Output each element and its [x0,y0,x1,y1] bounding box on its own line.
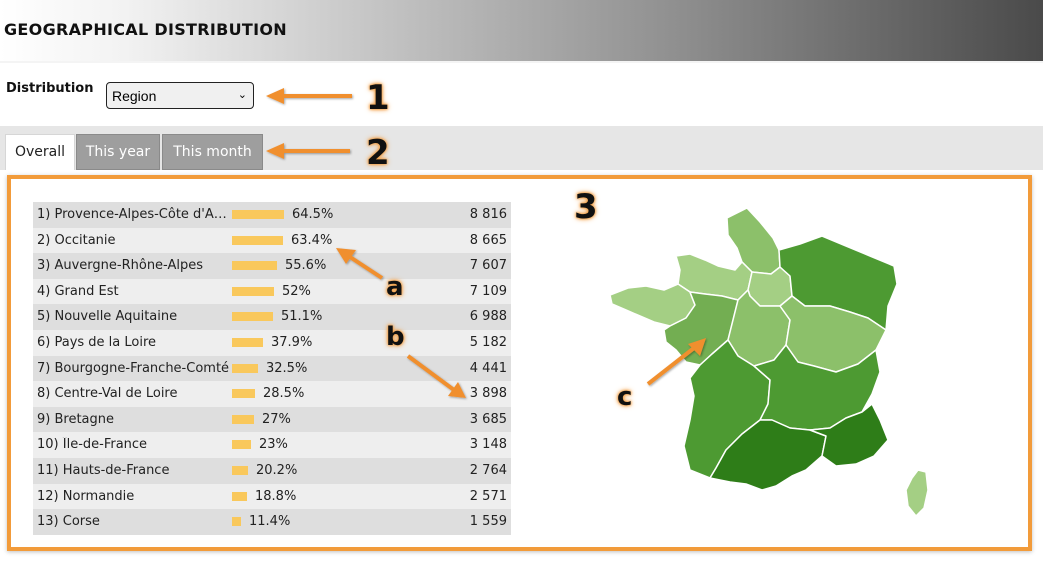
percent-bar [232,363,258,373]
percent-value: 51.1% [281,309,323,325]
table-row: 1) Provence-Alpes-Côte d'Azur 64.5% 8 816 [33,202,511,228]
distribution-select[interactable]: Region ⌄ [106,82,254,109]
table-row: 12) Normandie 18.8% 2 571 [33,483,511,510]
percent-bar [232,337,263,347]
table-row: 3) Auvergne-Rhône-Alpes 55.6% 7 607 [33,253,511,279]
callout-3: 3 [574,187,598,227]
arrow-1-head [266,88,284,104]
arrow-b [406,354,456,392]
percent-value: 55.6% [285,258,327,274]
count-value: 2 764 [469,462,507,478]
percent-value: 32.5% [266,360,308,376]
count-value: 5 182 [469,334,507,350]
count-value: 3 898 [469,386,507,402]
distribution-select-value: Region [112,88,157,104]
count-value: 8 665 [469,232,507,248]
percent-value: 27% [262,411,291,427]
arrow-c [646,346,696,386]
callout-2: 2 [366,133,390,173]
percent-bar [232,286,274,296]
count-value: 6 988 [469,309,507,325]
count-value: 1 559 [469,514,507,530]
arrow-2-head [266,143,284,159]
france-map [609,207,929,517]
percent-value: 63.4% [291,232,333,248]
percent-bar [232,517,241,527]
table-row: 6) Pays de la Loire 37.9% 5 182 [33,329,511,356]
table-row: 10) Île-de-France 23% 3 148 [33,432,511,458]
percent-value: 23% [259,437,288,453]
callout-b: b [386,322,405,352]
percent-bar [232,491,247,501]
percent-value: 20.2% [256,462,298,478]
page-header: GEOGRAPHICAL DISTRIBUTION [0,0,1043,61]
table-row: 9) Bretagne 27% 3 685 [33,406,511,433]
percent-value: 64.5% [292,207,334,222]
tab-this-month[interactable]: This month [162,134,263,170]
percent-bar [232,389,255,399]
callout-1: 1 [366,78,390,118]
count-value: 4 441 [469,360,507,376]
arrow-b-head [448,382,466,398]
table-row: 8) Centre-Val de Loire 28.5% 3 898 [33,381,511,407]
count-value: 2 571 [469,488,507,504]
count-value: 3 685 [469,411,507,427]
region-corse[interactable] [905,469,929,517]
callout-a: a [386,272,404,302]
table-row: 13) Corse 11.4% 1 559 [33,509,511,535]
percent-bar [232,414,254,424]
percent-bar [232,440,251,450]
region-hauts-de-france[interactable] [726,207,781,275]
callout-c: c [617,382,633,412]
percent-value: 18.8% [255,488,297,504]
table-row: 7) Bourgogne-Franche-Comté 32.5% 4 441 [33,355,511,382]
distribution-label: Distribution [6,81,94,96]
annotation-arrows [266,88,706,398]
page-title: GEOGRAPHICAL DISTRIBUTION [4,20,287,39]
percent-value: 28.5% [263,386,305,402]
divider [0,61,1043,63]
table-row: 4) Grand Est 52% 7 109 [33,278,511,305]
percent-value: 37.9% [271,334,313,350]
region-provence-alpes-cote-d-azur[interactable] [809,403,889,467]
percent-bar [232,465,248,475]
percent-bar [232,261,277,271]
tab-this-year[interactable]: This year [76,134,160,170]
table-row: 11) Hauts-de-France 20.2% 2 764 [33,457,511,484]
arrow-a [348,255,384,280]
arrow-a-head [336,248,356,264]
table-row: 5) Nouvelle Aquitaine 51.1% 6 988 [33,304,511,330]
percent-bar [232,312,273,322]
count-value: 8 816 [469,207,507,222]
percent-value: 11.4% [249,514,291,530]
table-row: 2) Occitanie 63.4% 8 665 [33,227,511,254]
arrow-c-head [688,338,706,356]
count-value: 3 148 [469,437,507,453]
tab-overall[interactable]: Overall [5,134,75,170]
percent-bar [232,235,283,245]
count-value: 7 109 [469,283,507,299]
percent-bar [232,210,284,219]
chevron-down-icon: ⌄ [237,89,247,101]
percent-value: 52% [282,283,311,299]
count-value: 7 607 [469,258,507,274]
region-table: 1) Provence-Alpes-Côte d'Azur 64.5% 8 816 2… [33,202,511,535]
